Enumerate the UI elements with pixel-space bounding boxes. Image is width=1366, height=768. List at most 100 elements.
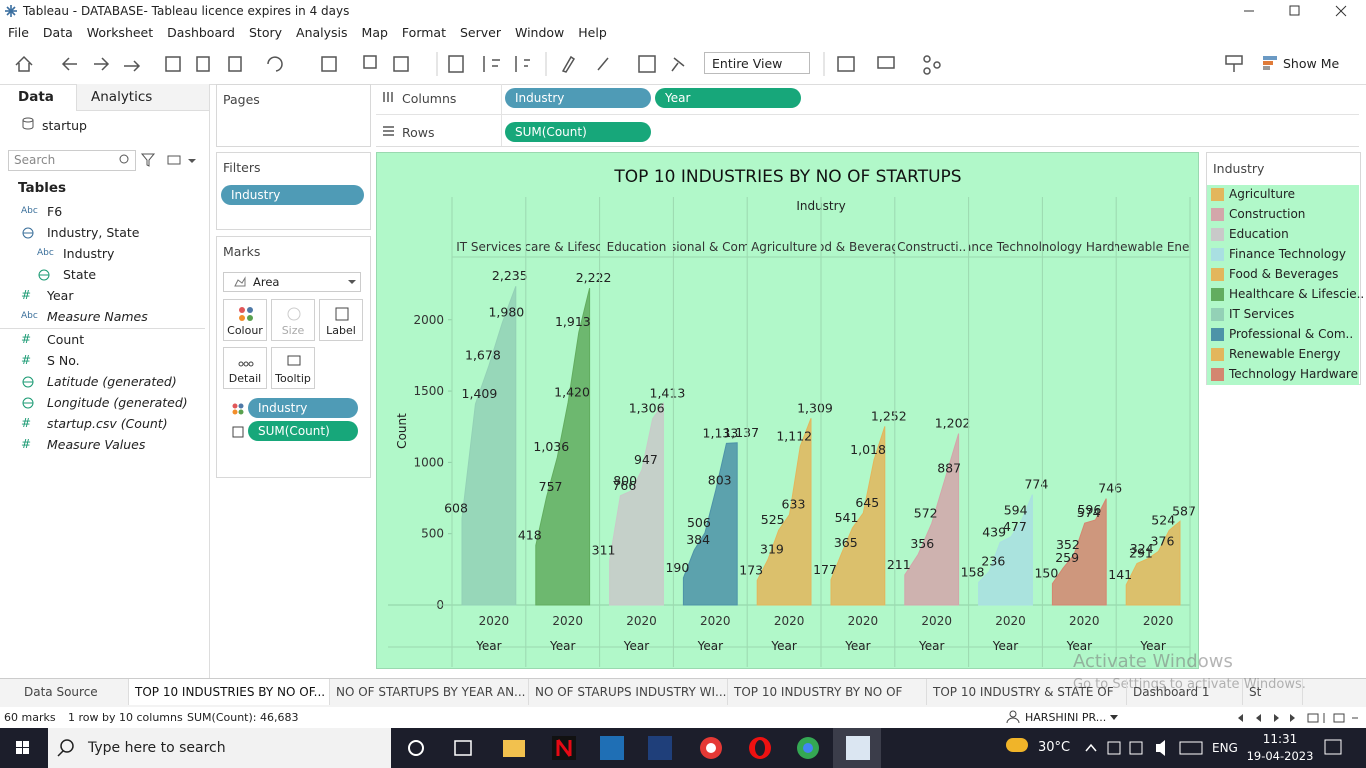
data-label: 150: [1034, 566, 1058, 581]
data-label: 1,202: [935, 416, 971, 431]
menu-item[interactable]: Map: [361, 25, 388, 40]
taskbar-search[interactable]: Type here to search: [88, 740, 226, 756]
column-pill[interactable]: Year: [655, 88, 801, 108]
chart-svg: TOP 10 INDUSTRIES BY NO OF STARTUPSIndus…: [388, 167, 1196, 667]
sheet-tab[interactable]: NO OF STARUPS INDUSTRY WI...: [529, 679, 728, 705]
dot: [248, 361, 254, 367]
marks-button[interactable]: Size: [271, 299, 315, 341]
field-name[interactable]: Longitude (generated): [47, 395, 188, 410]
field-name[interactable]: S No.: [47, 353, 80, 368]
data-label: 757: [539, 479, 563, 494]
marks-button-label: Detail: [228, 372, 262, 385]
search-box[interactable]: [8, 150, 136, 171]
mark-pill[interactable]: Industry: [248, 398, 358, 418]
sheet-tab[interactable]: TOP 10 INDUSTRY BY NO OF ST...: [728, 679, 927, 705]
data-label: 633: [782, 497, 806, 512]
menu-item[interactable]: File: [8, 25, 29, 40]
legend-row: [1207, 365, 1359, 385]
pages-title: Pages: [223, 92, 260, 107]
data-label: 1,980: [488, 305, 524, 320]
field-name[interactable]: Measure Names: [47, 309, 148, 324]
legend-swatch: [1211, 188, 1224, 201]
marks-button-icon: [335, 307, 349, 321]
row-pill[interactable]: SUM(Count): [505, 122, 651, 142]
sheet-tab[interactable]: Data Source: [4, 679, 129, 705]
user-name[interactable]: HARSHINI PR...: [1025, 711, 1107, 724]
column-pill-text: Industry: [515, 91, 565, 105]
menu-item[interactable]: Dashboard: [167, 25, 235, 40]
legend-swatch: [1211, 368, 1224, 381]
marks-button[interactable]: Colour: [223, 299, 267, 341]
field-name[interactable]: startup.csv (Count): [47, 416, 168, 431]
x-tick-label: 2020: [626, 614, 657, 628]
x-tick-label: 2020: [700, 614, 731, 628]
field-name[interactable]: Industry: [63, 246, 115, 261]
field-type: #: [21, 416, 32, 430]
field-name[interactable]: Year: [47, 288, 74, 303]
data-label: 2,222: [576, 270, 612, 285]
y-tick-label: 1000: [413, 455, 444, 469]
menu-item[interactable]: Help: [578, 25, 607, 40]
legend-row: [1207, 245, 1359, 265]
filter-pill[interactable]: Industry: [221, 185, 364, 205]
field-type: #: [21, 288, 32, 302]
area: [609, 401, 664, 606]
x-tick-label: 2020: [1069, 614, 1100, 628]
dot: [232, 403, 238, 409]
data-label: 608: [444, 500, 468, 515]
shelf-divider: [501, 84, 502, 146]
menu-item[interactable]: Server: [459, 25, 501, 40]
legend-label: Finance Technology: [1229, 247, 1346, 261]
sheet-tab[interactable]: St: [1243, 679, 1303, 705]
marks-button-label: Colour: [227, 324, 263, 337]
sheet-tab[interactable]: TOP 10 INDUSTRIES BY NO OF...: [129, 679, 330, 705]
field-name[interactable]: F6: [47, 204, 63, 219]
field-name[interactable]: Count: [47, 332, 85, 347]
pane-tab[interactable]: Analytics: [76, 84, 209, 111]
menu-item[interactable]: Format: [401, 25, 446, 40]
mark-pill[interactable]: SUM(Count): [248, 421, 358, 441]
bubble: [287, 355, 301, 366]
menu-item[interactable]: Worksheet: [86, 25, 154, 40]
field-name[interactable]: Industry, State: [47, 225, 140, 240]
sheet-tab[interactable]: TOP 10 INDUSTRY & STATE OF ...: [927, 679, 1127, 705]
x-axis-title: Year: [697, 639, 723, 653]
data-label: 384: [686, 532, 710, 547]
show-me[interactable]: Show Me: [1283, 56, 1340, 71]
menu-item[interactable]: Window: [514, 25, 565, 40]
field-name[interactable]: Latitude (generated): [47, 374, 177, 389]
data-label: 1,133: [703, 425, 739, 440]
data-label: 803: [708, 472, 732, 487]
column-pill[interactable]: Industry: [505, 88, 651, 108]
field-type: #: [21, 437, 32, 451]
data-label: 211: [887, 557, 911, 572]
legend-label: Food & Beverages: [1229, 267, 1339, 281]
category-label: Education: [606, 240, 667, 254]
data-label: 1,409: [462, 386, 498, 401]
pane-tab[interactable]: Data: [18, 89, 54, 105]
clock-date: 19-04-2023: [1246, 749, 1314, 763]
field-name[interactable]: State: [63, 267, 97, 282]
title-bar: [0, 0, 1366, 22]
sheet-tab[interactable]: NO OF STARTUPS BY YEAR AN...: [330, 679, 529, 705]
rows-label: Rows: [402, 125, 435, 140]
menu-bar: File Data Worksheet Dashboard Story Analysis M…: [8, 25, 607, 40]
window-controls[interactable]: [1236, 2, 1361, 20]
columns-label: Columns: [402, 91, 457, 106]
data-label: 376: [1151, 533, 1175, 548]
marks-button[interactable]: Label: [319, 299, 363, 341]
menu-item[interactable]: Analysis: [296, 25, 348, 40]
marks-button[interactable]: Tooltip: [271, 347, 315, 389]
marks-button[interactable]: Detail: [223, 347, 267, 389]
legend-swatch: [1211, 208, 1224, 221]
legend-row: [1207, 305, 1359, 325]
dot: [287, 307, 301, 321]
mark-type-dropdown[interactable]: [223, 272, 361, 292]
menu-item[interactable]: Story: [248, 25, 283, 40]
menu-item[interactable]: Data: [42, 25, 73, 40]
field-name[interactable]: Measure Values: [47, 437, 146, 452]
sheet-tab[interactable]: Dashboard 1: [1127, 679, 1243, 705]
box: [232, 426, 244, 438]
view-dropdown[interactable]: [704, 52, 810, 74]
dot: [239, 307, 245, 313]
